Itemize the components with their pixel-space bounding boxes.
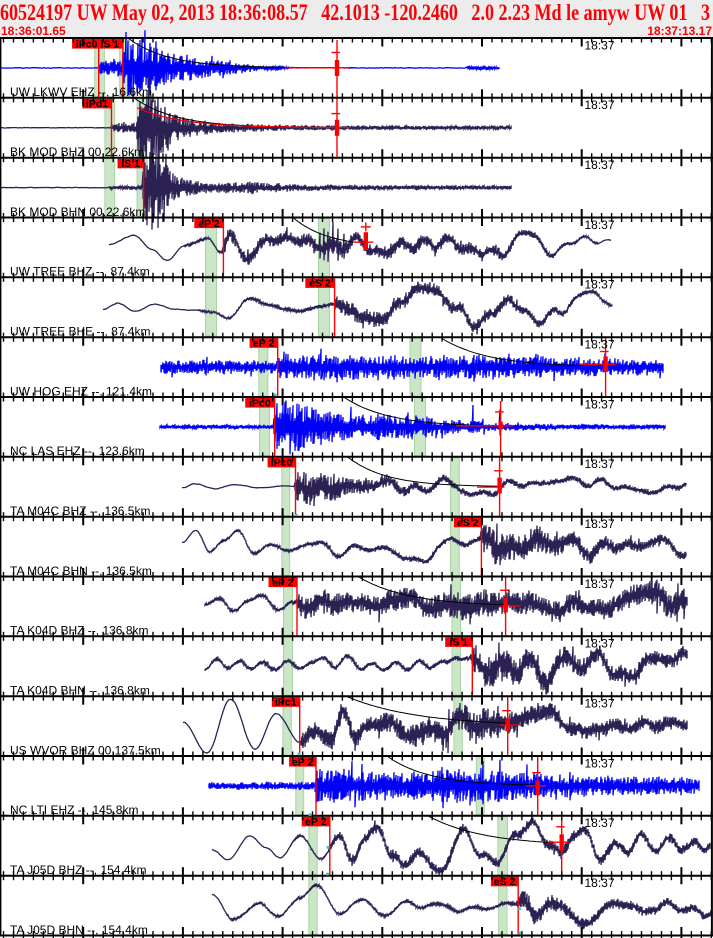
svg-text:18:37: 18:37 [585, 158, 615, 172]
svg-text:18:37: 18:37 [585, 637, 615, 651]
svg-text:NC LTI EHZ --, 145.8km: NC LTI EHZ --, 145.8km [10, 803, 138, 817]
svg-text:18:37: 18:37 [585, 816, 615, 830]
svg-text:UW TREE BHE --, 87.4km: UW TREE BHE --, 87.4km [10, 325, 150, 339]
svg-text:eP 2: eP 2 [292, 756, 314, 768]
svg-text:18:37: 18:37 [585, 397, 615, 411]
svg-text:iPc0 iS 1: iPc0 iS 1 [76, 38, 119, 50]
svg-text:18:37: 18:37 [585, 338, 615, 352]
svg-text:18:37: 18:37 [585, 38, 615, 52]
svg-text:18:37: 18:37 [585, 98, 615, 112]
svg-text:18:37: 18:37 [585, 876, 615, 890]
svg-text:eP 2: eP 2 [198, 218, 220, 230]
svg-text:iPc1: iPc1 [275, 697, 297, 709]
svg-text:iPd1: iPd1 [86, 98, 108, 110]
svg-text:60524197 UW May 02, 2013 18:36: 60524197 UW May 02, 2013 18:36:08.57 42.… [0, 0, 710, 26]
svg-text:iPc0: iPc0 [249, 397, 271, 409]
svg-text:18:37:13.17: 18:37:13.17 [647, 24, 712, 38]
svg-text:eS 2: eS 2 [457, 517, 479, 529]
svg-text:iS 1: iS 1 [449, 637, 468, 649]
svg-text:18:37: 18:37 [585, 278, 615, 292]
svg-text:UW TREE BHZ --, 87.4km: UW TREE BHZ --, 87.4km [10, 265, 150, 279]
svg-text:18:36:01.65: 18:36:01.65 [1, 24, 66, 38]
svg-text:18:37: 18:37 [585, 517, 615, 531]
svg-text:18:37: 18:37 [585, 218, 615, 232]
svg-text:eP 2: eP 2 [305, 816, 327, 828]
svg-text:18:37: 18:37 [585, 577, 615, 591]
svg-text:TA K04D BHN --, 136.8km: TA K04D BHN --, 136.8km [10, 684, 150, 698]
svg-text:18:37: 18:37 [585, 457, 615, 471]
svg-text:UW HOG EHZ --, 121.4km: UW HOG EHZ --, 121.4km [10, 384, 152, 398]
svg-text:UW LKWV EHZ --, 16.6km: UW LKWV EHZ --, 16.6km [10, 85, 152, 99]
svg-text:TA M04C BHZ --, 136.5km: TA M04C BHZ --, 136.5km [10, 504, 150, 518]
svg-text:iS 1: iS 1 [121, 158, 140, 170]
svg-text:TA J05D BHZ --, 154.4km: TA J05D BHZ --, 154.4km [10, 863, 146, 877]
svg-text:18:37: 18:37 [585, 697, 615, 711]
svg-text:eP 2: eP 2 [253, 338, 275, 350]
svg-text:TA M04C BHN --, 136.5km: TA M04C BHN --, 136.5km [10, 564, 152, 578]
svg-text:18:37: 18:37 [585, 756, 615, 770]
svg-text:eS 2: eS 2 [494, 876, 516, 888]
svg-text:eS 2: eS 2 [309, 278, 331, 290]
